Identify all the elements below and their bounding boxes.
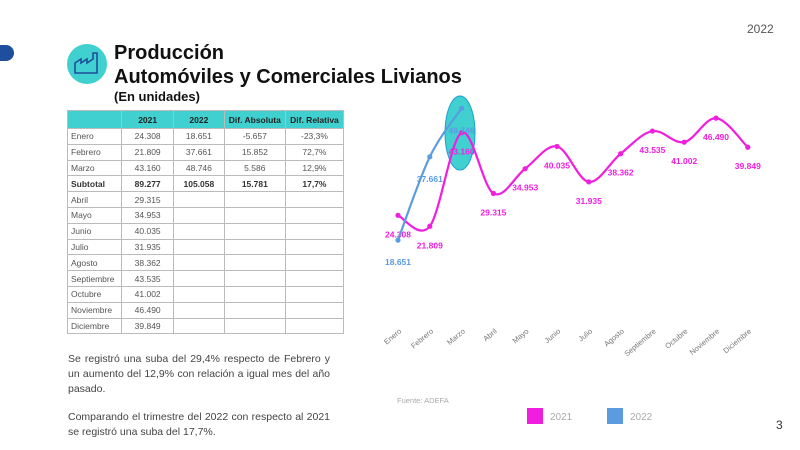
title-line: Automóviles y Comerciales Livianos	[114, 66, 462, 88]
corner-label: 2022	[747, 22, 774, 36]
x-tick-label: Octubre	[663, 327, 689, 351]
point	[427, 154, 433, 160]
data-label: 40.035	[544, 160, 570, 170]
header-cell	[66, 110, 123, 129]
row: Subtotal 89.277 105.058 15.781 17,7%	[66, 175, 345, 193]
data-label: 24.308	[385, 229, 411, 239]
data-label: 43.160	[449, 147, 475, 157]
row: Marzo 43.160 48.746 5.586 12,9%	[66, 159, 345, 177]
point	[459, 105, 465, 111]
row: Febrero 21.809 37.661 15.852 72,7%	[66, 143, 345, 161]
table: 2021 2022 Dif. Absoluta Dif. Relativa Enero 2…	[66, 110, 345, 335]
legend-swatch	[607, 408, 623, 424]
point	[522, 166, 528, 172]
tab	[0, 45, 14, 61]
x-tick-label: Septiembre	[623, 327, 658, 359]
legend-label: 2021	[550, 412, 573, 423]
data-label: 39.849	[735, 161, 761, 171]
source: Fuente: ADEFA	[397, 396, 449, 405]
point	[745, 144, 751, 150]
header-cell: Dif. Absoluta	[223, 110, 286, 129]
point	[490, 190, 496, 196]
cell	[223, 317, 286, 335]
x-tick-label: Noviembre	[688, 327, 722, 357]
x-tick-label: Junio	[543, 327, 563, 345]
header-row: 2021 2022 Dif. Absoluta Dif. Relativa	[66, 110, 345, 129]
data-label: 48.746	[449, 125, 475, 135]
data-label: 43.535	[639, 145, 665, 155]
x-tick-label: Julio	[576, 327, 594, 344]
row: Enero 24.308 18.651 -5.657 -23,3%	[66, 128, 345, 145]
x-tick-label: Abril	[481, 326, 499, 343]
icon	[67, 44, 107, 84]
data-label: 38.362	[608, 168, 634, 178]
title: Producción Automóviles y Comerciales Liv…	[114, 41, 462, 89]
row: Julio 31.935	[66, 238, 345, 256]
page-number: 3	[776, 418, 783, 432]
paragraph: Se registró una suba del 29,4% respecto …	[68, 353, 330, 395]
point	[554, 143, 560, 150]
data-label: 37.661	[417, 174, 443, 184]
x-tick-label: Mayo	[511, 327, 531, 346]
data-label: 18.651	[385, 257, 411, 267]
paragraph: Comparando el trimestre del 2022 con res…	[68, 411, 330, 438]
point	[586, 179, 592, 185]
data-label: 41.002	[671, 156, 697, 166]
point	[427, 223, 433, 229]
point	[618, 151, 624, 157]
legend-label: 2022	[630, 412, 653, 423]
point	[713, 115, 719, 121]
data-label: 46.490	[703, 132, 729, 142]
text: Se registró una suba del 29,4% respecto …	[68, 352, 330, 440]
row: Octubre 41.002	[66, 285, 345, 303]
x-tick-label: Diciembre	[721, 327, 753, 356]
row: Diciembre 39.849	[66, 317, 345, 335]
cell: Diciembre	[66, 317, 123, 335]
point	[395, 212, 401, 218]
cell	[284, 317, 345, 335]
point	[459, 130, 465, 136]
legend-swatch	[527, 408, 543, 424]
point	[681, 139, 687, 145]
point	[649, 128, 656, 134]
units: (En unidades)	[114, 89, 200, 104]
x-tick-label: Marzo	[445, 327, 467, 347]
point	[395, 237, 401, 243]
x-tick-label: Febrero	[409, 327, 435, 351]
data-label: 29.315	[480, 207, 506, 217]
x-tick-label: Enero	[382, 327, 403, 347]
data-label: 21.809	[417, 240, 443, 250]
row: Noviembre 46.490	[66, 301, 345, 319]
header-cell: 2021	[121, 110, 175, 129]
header-cell: Dif. Relativa	[284, 110, 345, 129]
data-label: 34.953	[512, 183, 538, 193]
x-tick-label: Agosto	[602, 327, 626, 349]
title-line: Producción	[114, 42, 225, 64]
data-label: 31.935	[576, 196, 602, 206]
row: Septiembre 43.535	[66, 270, 345, 287]
